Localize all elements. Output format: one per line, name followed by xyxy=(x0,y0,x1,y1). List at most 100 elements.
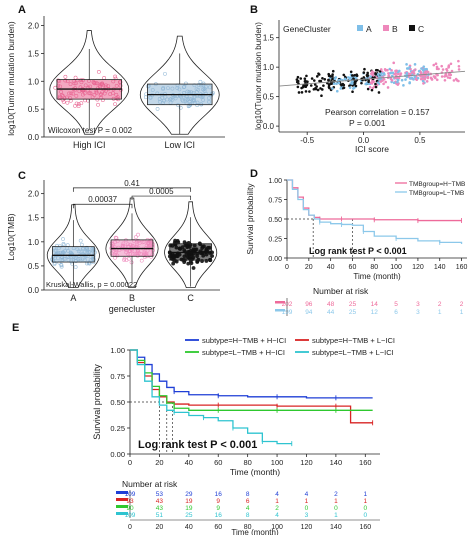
data-point xyxy=(122,256,127,261)
scatter-point-b xyxy=(440,64,444,68)
risk-count: 1 xyxy=(334,498,338,505)
y-tick-label: 1.0 xyxy=(28,238,40,247)
data-point xyxy=(59,264,64,269)
y-axis-label: Log10(TMB) xyxy=(6,213,16,260)
scatter-point-a xyxy=(402,84,405,87)
risk-row-swatch xyxy=(116,491,128,494)
data-point xyxy=(113,74,118,79)
chart-e-survival-subtype: 0.000.250.500.751.000 20 40 60 80 100 120 140 16… xyxy=(92,336,395,535)
risk-x-tick-label: 40 xyxy=(185,524,193,531)
x-tick-label: B xyxy=(129,293,135,303)
scatter-point-b xyxy=(445,67,448,71)
scatter-point-b xyxy=(410,70,414,74)
risk-count: 199 xyxy=(282,309,293,316)
scatter-point-c xyxy=(374,82,377,86)
scatter-point-c xyxy=(313,83,317,86)
y-tick-label: 0.5 xyxy=(28,105,40,114)
risk-count: 16 xyxy=(215,512,223,519)
scatter-point-c xyxy=(330,82,333,86)
scatter-point-b xyxy=(394,69,397,73)
scatter-point-a xyxy=(392,81,396,85)
x-tick-label: 20 xyxy=(155,458,163,467)
scatter-point-c xyxy=(302,84,305,87)
scatter-point-b xyxy=(384,69,387,72)
scatter-point-b xyxy=(422,82,425,85)
scatter-point-a xyxy=(391,71,395,75)
scatter-point-b xyxy=(382,82,385,86)
scatter-point-b xyxy=(386,86,390,89)
x-tick-label: High ICI xyxy=(73,140,106,150)
risk-count: 19 xyxy=(185,505,193,512)
scatter-point-c xyxy=(363,67,366,71)
scatter-point-c xyxy=(320,94,323,98)
chart-d-survival-tmb: 0.000.250.500.751.000 20 40 60 80 100 120 140 16… xyxy=(245,178,467,316)
scatter-point-a xyxy=(405,67,409,70)
x-axis-label: Time (month) xyxy=(353,272,401,281)
scatter-point-a xyxy=(410,76,414,80)
scatter-point-c xyxy=(342,73,346,77)
scatter-point-b xyxy=(372,71,375,74)
x-tick-label: 100 xyxy=(271,458,284,467)
scatter-point-c xyxy=(366,87,370,91)
box-iqr xyxy=(51,246,95,263)
y-axis-label: Survival probability xyxy=(245,183,255,255)
risk-count: 94 xyxy=(305,309,313,316)
scatter-point-c xyxy=(331,69,335,73)
x-tick-label: A xyxy=(70,293,76,303)
x-tick-label: C xyxy=(187,293,194,303)
data-point xyxy=(126,256,131,261)
risk-x-tick-label: 60 xyxy=(214,524,222,531)
scatter-point-b xyxy=(419,71,423,74)
scatter-point-c xyxy=(315,75,319,78)
survival-curve-1 xyxy=(130,349,373,399)
scatter-point-c xyxy=(331,77,334,81)
risk-count: 29 xyxy=(185,491,193,498)
scatter-point-b xyxy=(457,59,460,63)
legend-title: GeneCluster xyxy=(283,24,331,34)
x-tick-label: 20 xyxy=(305,264,313,271)
data-point xyxy=(129,260,134,265)
chart-b-ici-vs-tmb-scatter: 0.0 0.5 1.0 1.5 -0.5 0.0 0.5 ICI score log10(Tum… xyxy=(254,20,466,154)
scatter-point-c xyxy=(322,84,325,87)
scatter-point-b xyxy=(396,83,400,86)
scatter-point-a xyxy=(349,82,353,85)
scatter-point-b xyxy=(441,68,445,71)
risk-count: 4 xyxy=(305,491,309,498)
y-tick-label: 0.00 xyxy=(110,450,125,459)
legend-swatch-b xyxy=(383,25,389,31)
scatter-point-a xyxy=(396,78,400,82)
risk-count: 1 xyxy=(363,491,367,498)
y-tick-label: 0.50 xyxy=(268,217,282,224)
data-point xyxy=(113,102,117,107)
scatter-point-b xyxy=(423,77,427,81)
scatter-point-a xyxy=(408,81,412,84)
risk-count: 12 xyxy=(371,309,379,316)
risk-count: 109 xyxy=(125,491,136,498)
scatter-point-c xyxy=(304,79,307,83)
scatter-point-c xyxy=(362,76,366,79)
comparison-bracket xyxy=(131,195,192,201)
scatter-point-b xyxy=(435,65,439,69)
y-tick-label: 0.0 xyxy=(28,133,40,142)
scatter-point-a xyxy=(398,69,401,73)
risk-count: 2 xyxy=(275,505,279,512)
scatter-point-a xyxy=(354,76,358,80)
y-tick-label: 2.0 xyxy=(28,190,40,199)
y-tick-label: 0.75 xyxy=(110,372,125,381)
scatter-point-b xyxy=(397,76,401,80)
x-tick-label: 100 xyxy=(390,264,402,271)
data-point xyxy=(171,261,176,266)
scatter-point-b xyxy=(379,68,383,71)
y-tick-label: 0.0 xyxy=(28,286,40,295)
scatter-point-c xyxy=(328,86,331,90)
scatter-point-c xyxy=(312,88,316,91)
scatter-point-b xyxy=(412,72,416,75)
scatter-point-b xyxy=(446,76,450,79)
scatter-point-a xyxy=(335,82,338,86)
risk-count: 6 xyxy=(246,498,250,505)
risk-count: 1 xyxy=(438,309,442,316)
data-point xyxy=(63,74,68,79)
scatter-point-c xyxy=(374,73,377,76)
risk-count: 53 xyxy=(156,491,164,498)
legend-label-2: subtype=H−TMB + L−ICI xyxy=(312,336,395,345)
